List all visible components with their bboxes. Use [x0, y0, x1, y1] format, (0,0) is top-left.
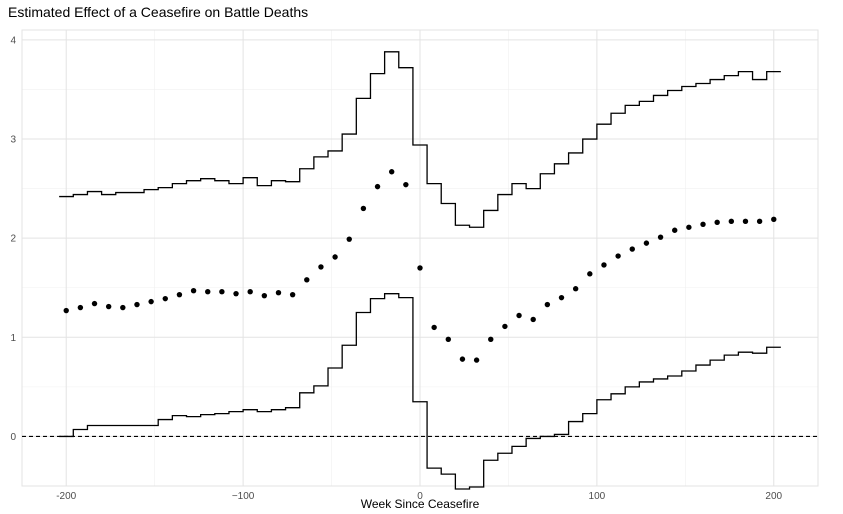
estimate-point — [205, 289, 211, 295]
estimate-point — [403, 181, 409, 188]
x-tick-label: −100 — [232, 491, 255, 502]
estimate-point — [134, 301, 140, 308]
y-tick-label: 4 — [10, 35, 16, 46]
estimate-point — [572, 286, 579, 292]
estimate-point — [643, 240, 650, 246]
chart-title: Estimated Effect of a Ceasefire on Battl… — [8, 4, 309, 20]
major-gridlines — [22, 30, 818, 486]
x-tick-label: 100 — [589, 491, 606, 502]
estimate-point — [714, 219, 720, 226]
estimate-point — [261, 292, 268, 299]
estimate-point — [756, 218, 763, 225]
estimate-point — [530, 316, 536, 323]
estimate-point — [417, 265, 423, 271]
estimate-point — [601, 262, 607, 268]
estimate-point — [488, 336, 494, 342]
estimate-point — [459, 356, 466, 362]
x-tick-label: 200 — [765, 491, 782, 502]
estimate-point — [516, 312, 522, 319]
estimate-point — [360, 205, 367, 212]
estimate-point — [558, 294, 565, 301]
estimate-point — [728, 218, 735, 225]
x-axis-ticks: -200 −100 0 100 200 — [56, 491, 782, 502]
estimate-point — [388, 169, 395, 175]
estimate-point — [473, 357, 480, 363]
estimate-point — [374, 183, 381, 190]
x-axis-title: Week Since Ceasefire — [361, 497, 480, 511]
estimate-point — [148, 298, 154, 305]
estimate-points — [63, 169, 777, 363]
x-tick-label: -200 — [56, 491, 76, 502]
estimate-point — [289, 291, 296, 298]
y-axis-ticks: 0 1 2 3 4 — [10, 35, 16, 443]
estimate-point — [445, 336, 452, 342]
estimate-point — [742, 218, 749, 225]
estimate-point — [77, 304, 84, 311]
estimate-point — [672, 227, 678, 233]
estimate-point — [233, 290, 239, 297]
estimate-point — [247, 289, 253, 295]
estimate-point — [91, 300, 98, 307]
y-tick-label: 2 — [10, 234, 16, 245]
y-tick-label: 1 — [10, 333, 16, 344]
estimate-point — [332, 254, 338, 260]
bound-lines — [59, 51, 781, 490]
estimate-point — [615, 253, 621, 259]
estimate-point — [544, 301, 551, 308]
y-tick-label: 3 — [10, 135, 16, 146]
estimate-point — [700, 221, 706, 227]
estimate-point — [346, 236, 352, 242]
estimate-point — [63, 307, 69, 314]
estimate-point — [190, 288, 197, 294]
plot-panel-border — [21, 29, 819, 487]
estimate-point — [587, 271, 593, 277]
estimate-point — [162, 295, 168, 302]
estimate-point — [629, 246, 635, 252]
estimate-point — [431, 324, 437, 331]
estimate-point — [176, 291, 183, 298]
estimate-point — [657, 234, 664, 240]
estimate-point — [275, 289, 282, 296]
estimate-point — [304, 277, 310, 283]
estimate-point — [771, 216, 777, 223]
estimate-point — [219, 289, 225, 295]
lower-bound-line — [59, 293, 781, 490]
estimate-point — [686, 224, 692, 230]
upper-bound-line — [59, 51, 781, 228]
x-tick-label: 0 — [417, 491, 423, 502]
y-tick-label: 0 — [10, 432, 16, 443]
estimate-point — [502, 323, 508, 330]
estimate-point — [105, 303, 112, 310]
estimate-point — [318, 264, 324, 270]
estimate-point — [120, 304, 126, 311]
